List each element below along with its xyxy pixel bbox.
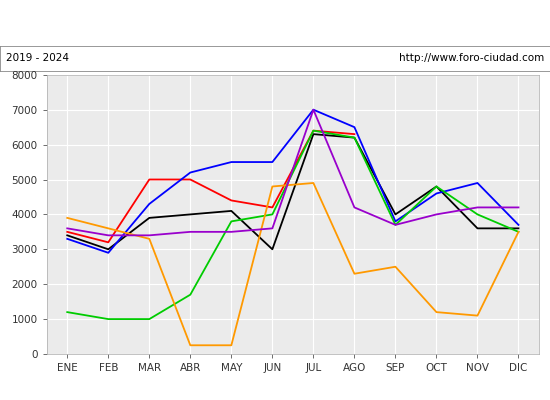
Text: Evolucion Nº Turistas Nacionales en el municipio de Almagro: Evolucion Nº Turistas Nacionales en el m… — [24, 16, 526, 30]
Text: 2019 - 2024: 2019 - 2024 — [6, 53, 69, 63]
Text: http://www.foro-ciudad.com: http://www.foro-ciudad.com — [399, 53, 544, 63]
